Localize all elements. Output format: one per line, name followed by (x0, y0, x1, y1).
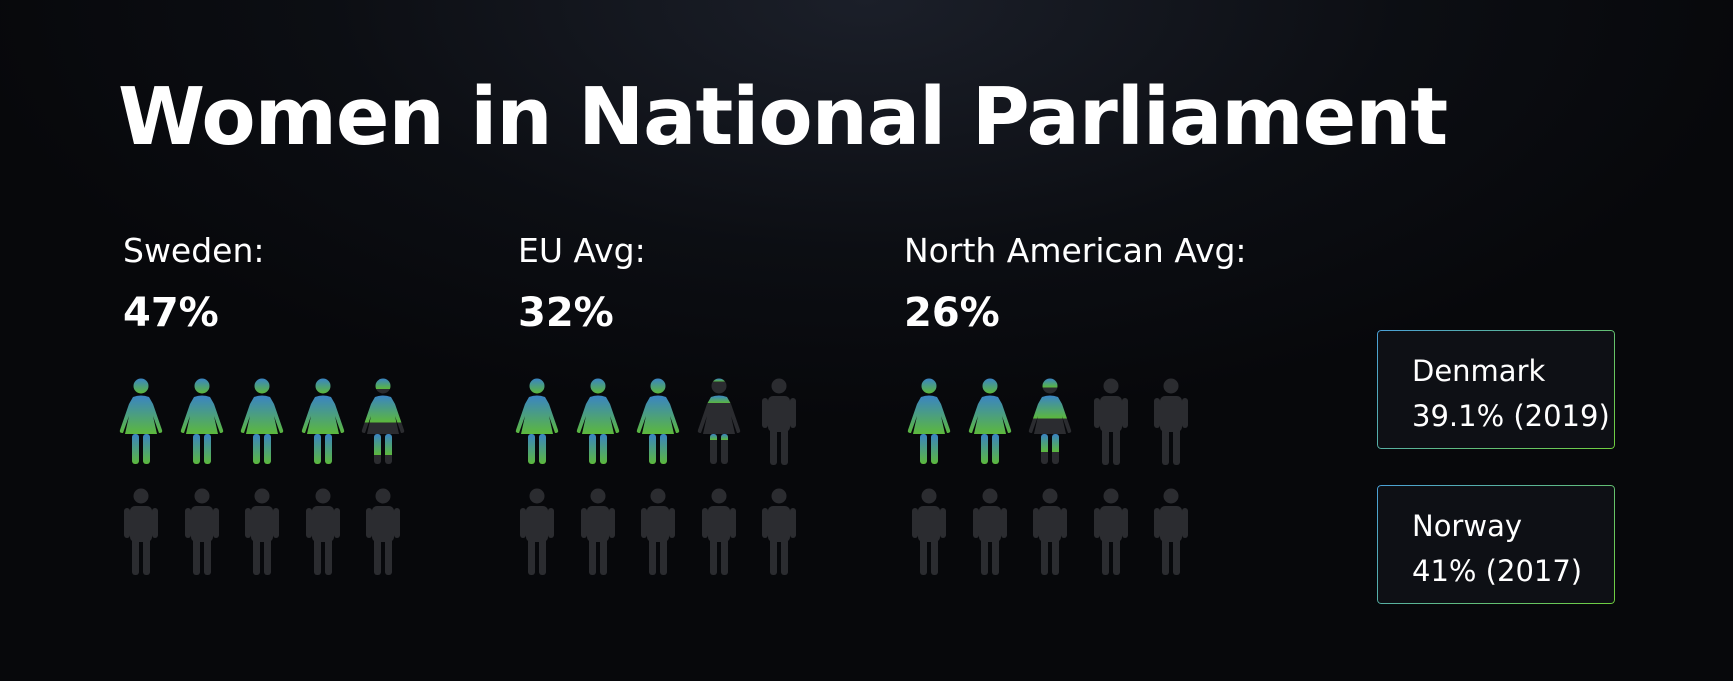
callout-country: Norway (1412, 509, 1523, 543)
stat-group-sweden: Sweden: 47% (123, 234, 523, 333)
man-icon (1088, 378, 1134, 476)
page-title: Women in National Parliament (118, 71, 1448, 163)
woman-icon (967, 378, 1013, 476)
man-icon (756, 378, 802, 476)
woman-icon (575, 378, 621, 476)
man-icon (756, 488, 802, 586)
man-icon (1088, 488, 1134, 586)
woman-icon (360, 378, 406, 476)
stat-label: EU Avg: (518, 231, 646, 270)
callout-detail: 39.1% (2019) (1412, 399, 1610, 433)
stat-group-eu-avg: EU Avg: 32% (518, 234, 918, 333)
man-icon (1027, 488, 1073, 586)
woman-icon (1027, 378, 1073, 476)
stat-value: 47% (123, 290, 219, 336)
man-icon (360, 488, 406, 586)
woman-icon (906, 378, 952, 476)
woman-icon (179, 378, 225, 476)
callout-norway: Norway 41% (2017) (1378, 486, 1614, 603)
stat-label: Sweden: (123, 231, 265, 270)
man-icon (179, 488, 225, 586)
stat-value: 26% (904, 290, 1000, 336)
woman-icon (300, 378, 346, 476)
man-icon (696, 488, 742, 586)
callout-denmark: Denmark 39.1% (2019) (1378, 331, 1614, 448)
stat-group-north-american-avg: North American Avg: 26% (904, 234, 1304, 333)
man-icon (967, 488, 1013, 586)
callout-country: Denmark (1412, 354, 1546, 388)
stat-value: 32% (518, 290, 614, 336)
man-icon (514, 488, 560, 586)
man-icon (575, 488, 621, 586)
callout-detail: 41% (2017) (1412, 554, 1583, 588)
man-icon (1148, 378, 1194, 476)
woman-icon (118, 378, 164, 476)
woman-icon (514, 378, 560, 476)
pictogram-grid-north-american-avg (906, 378, 1206, 588)
stat-label: North American Avg: (904, 231, 1247, 270)
woman-icon (696, 378, 742, 476)
man-icon (635, 488, 681, 586)
man-icon (239, 488, 285, 586)
pictogram-grid-sweden (118, 378, 418, 588)
man-icon (300, 488, 346, 586)
man-icon (118, 488, 164, 586)
woman-icon (239, 378, 285, 476)
pictogram-grid-eu-avg (514, 378, 814, 588)
man-icon (906, 488, 952, 586)
woman-icon (635, 378, 681, 476)
man-icon (1148, 488, 1194, 586)
